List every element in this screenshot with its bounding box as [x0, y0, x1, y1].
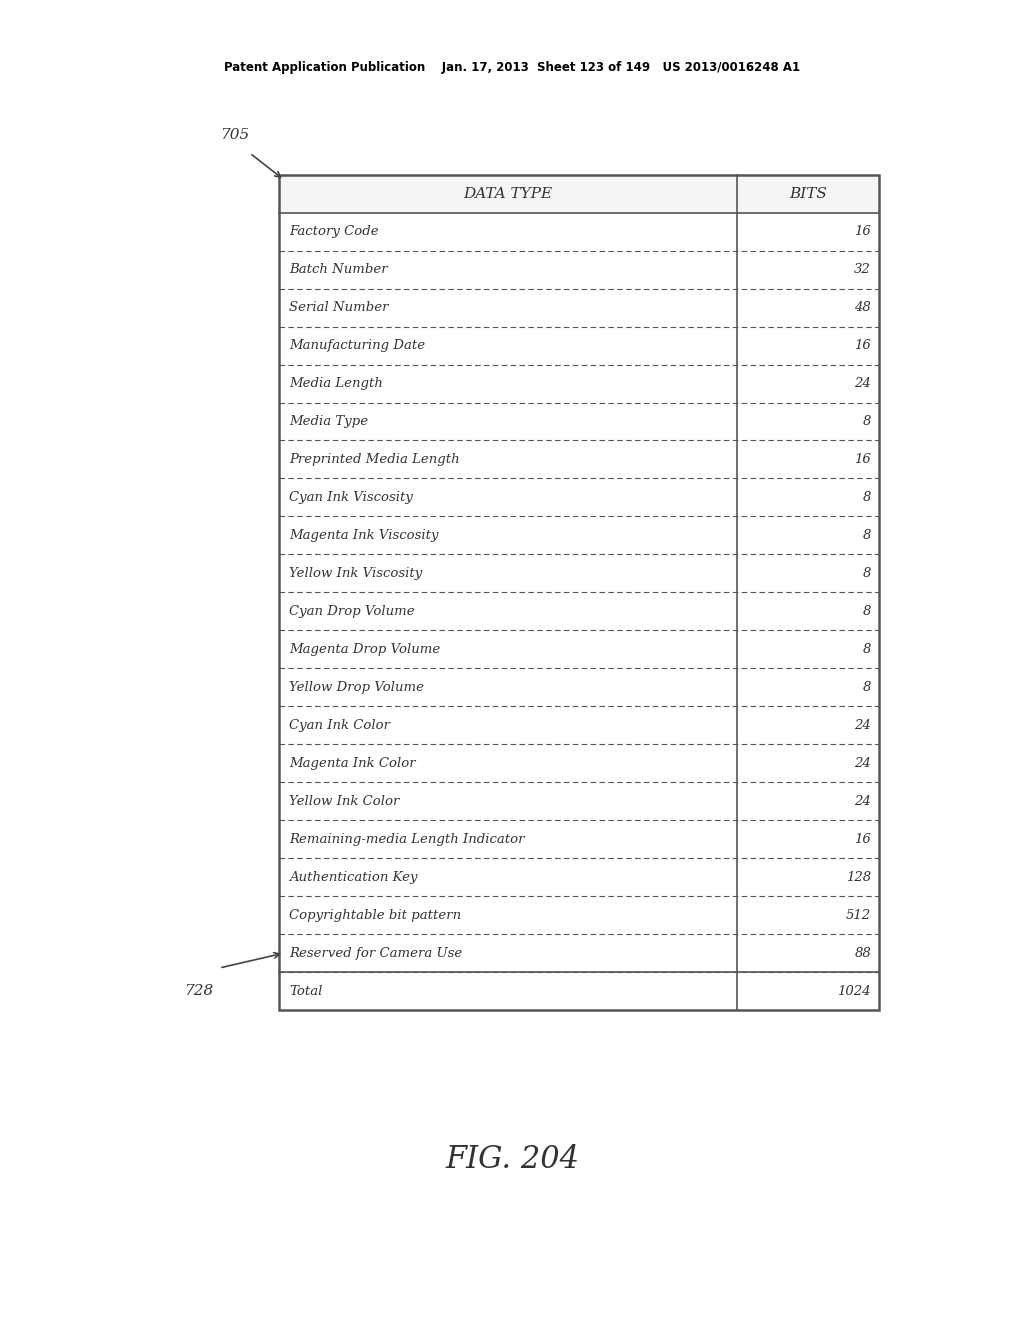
Text: 48: 48	[854, 301, 871, 314]
Text: Media Type: Media Type	[289, 414, 369, 428]
Bar	[280, 176, 879, 213]
Text: 8: 8	[862, 529, 871, 543]
Text: 16: 16	[854, 226, 871, 238]
Text: 88: 88	[854, 946, 871, 960]
Text: 8: 8	[862, 414, 871, 428]
Text: 16: 16	[854, 453, 871, 466]
Text: 8: 8	[862, 566, 871, 579]
Text: Manufacturing Date: Manufacturing Date	[289, 339, 425, 352]
Text: 8: 8	[862, 491, 871, 504]
Text: 128: 128	[846, 871, 871, 883]
Text: Patent Application Publication    Jan. 17, 2013  Sheet 123 of 149   US 2013/0016: Patent Application Publication Jan. 17, …	[224, 62, 800, 74]
Text: 24: 24	[854, 378, 871, 389]
Text: 16: 16	[854, 339, 871, 352]
Text: Preprinted Media Length: Preprinted Media Length	[289, 453, 460, 466]
Text: DATA TYPE: DATA TYPE	[463, 187, 552, 201]
Text: Cyan Ink Color: Cyan Ink Color	[289, 719, 390, 731]
Text: Authentication Key: Authentication Key	[289, 871, 418, 883]
Text: Media Length: Media Length	[289, 378, 383, 389]
Text: Batch Number: Batch Number	[289, 263, 388, 276]
Text: 16: 16	[854, 833, 871, 846]
Text: 8: 8	[862, 605, 871, 618]
Text: 1024: 1024	[838, 985, 871, 998]
Text: 32: 32	[854, 263, 871, 276]
Text: Yellow Ink Viscosity: Yellow Ink Viscosity	[289, 566, 423, 579]
Text: Magenta Ink Color: Magenta Ink Color	[289, 756, 416, 770]
Text: FIG. 204: FIG. 204	[445, 1144, 579, 1176]
Text: 705: 705	[220, 128, 249, 143]
Text: Reserved for Camera Use: Reserved for Camera Use	[289, 946, 463, 960]
Text: Copyrightable bit pattern: Copyrightable bit pattern	[289, 908, 461, 921]
Text: Factory Code: Factory Code	[289, 226, 379, 238]
Text: Cyan Ink Viscosity: Cyan Ink Viscosity	[289, 491, 413, 504]
Text: 512: 512	[846, 908, 871, 921]
Text: 8: 8	[862, 681, 871, 694]
Text: Cyan Drop Volume: Cyan Drop Volume	[289, 605, 415, 618]
Text: Magenta Drop Volume: Magenta Drop Volume	[289, 643, 440, 656]
Text: BITS: BITS	[788, 187, 826, 201]
Text: 24: 24	[854, 719, 871, 731]
Text: Yellow Ink Color: Yellow Ink Color	[289, 795, 399, 808]
Text: Serial Number: Serial Number	[289, 301, 389, 314]
Text: 24: 24	[854, 756, 871, 770]
Text: 24: 24	[854, 795, 871, 808]
Text: Yellow Drop Volume: Yellow Drop Volume	[289, 681, 424, 694]
Text: Remaining-media Length Indicator: Remaining-media Length Indicator	[289, 833, 524, 846]
Text: 8: 8	[862, 643, 871, 656]
Text: Magenta Ink Viscosity: Magenta Ink Viscosity	[289, 529, 438, 543]
Bar	[280, 176, 879, 1010]
Text: 728: 728	[184, 983, 213, 998]
Text: Total: Total	[289, 985, 323, 998]
